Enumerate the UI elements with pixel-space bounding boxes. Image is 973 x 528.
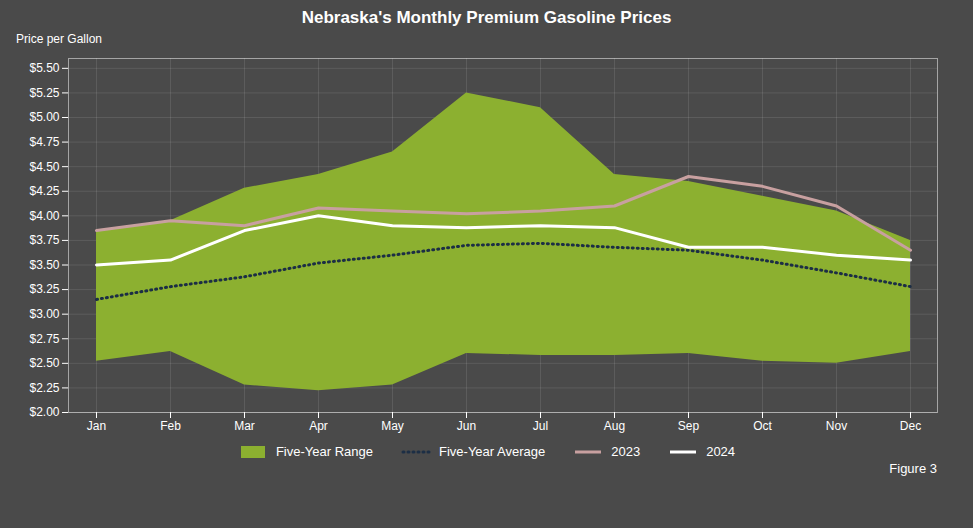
svg-text:Dec: Dec [900,419,921,433]
html-text:2024: 2024 [706,444,736,459]
svg-text:Jul: Jul [533,419,548,433]
svg-text:$2.75: $2.75 [29,332,59,346]
svg-text:Aug: Aug [604,419,625,433]
svg-text:$3.00: $3.00 [29,307,59,321]
svg-text:Oct: Oct [753,419,772,433]
html-text:Five-Year Average: Five-Year Average [439,444,546,459]
svg-text:$3.75: $3.75 [29,233,59,247]
svg-text:Mar: Mar [234,419,255,433]
svg-text:$4.00: $4.00 [29,209,59,223]
svg-text:$5.25: $5.25 [29,86,59,100]
svg-text:Jan: Jan [87,419,106,433]
html-text:Five-Year Range: Five-Year Range [275,444,373,459]
svg-text:$2.00: $2.00 [29,405,59,419]
svg-text:Apr: Apr [309,419,328,433]
html-text:Nebraska's Monthly Premium Gas: Nebraska's Monthly Premium Gasoline Pric… [301,8,672,27]
svg-text:May: May [381,419,404,433]
svg-text:$3.50: $3.50 [29,258,59,272]
svg-text:$3.25: $3.25 [29,282,59,296]
svg-text:$5.00: $5.00 [29,110,59,124]
svg-text:$4.25: $4.25 [29,184,59,198]
html-text:Price per Gallon: Price per Gallon [16,32,102,46]
svg-text:$2.25: $2.25 [29,381,59,395]
svg-text:$4.75: $4.75 [29,135,59,149]
svg-text:Sep: Sep [678,419,700,433]
html-text:Figure 3: Figure 3 [889,461,937,476]
svg-text:Nov: Nov [826,419,847,433]
svg-text:Jun: Jun [457,419,476,433]
svg-text:$4.50: $4.50 [29,160,59,174]
html-text:2023: 2023 [611,444,641,459]
svg-text:$2.50: $2.50 [29,356,59,370]
svg-text:Feb: Feb [160,419,181,433]
svg-text:$5.50: $5.50 [29,61,59,75]
